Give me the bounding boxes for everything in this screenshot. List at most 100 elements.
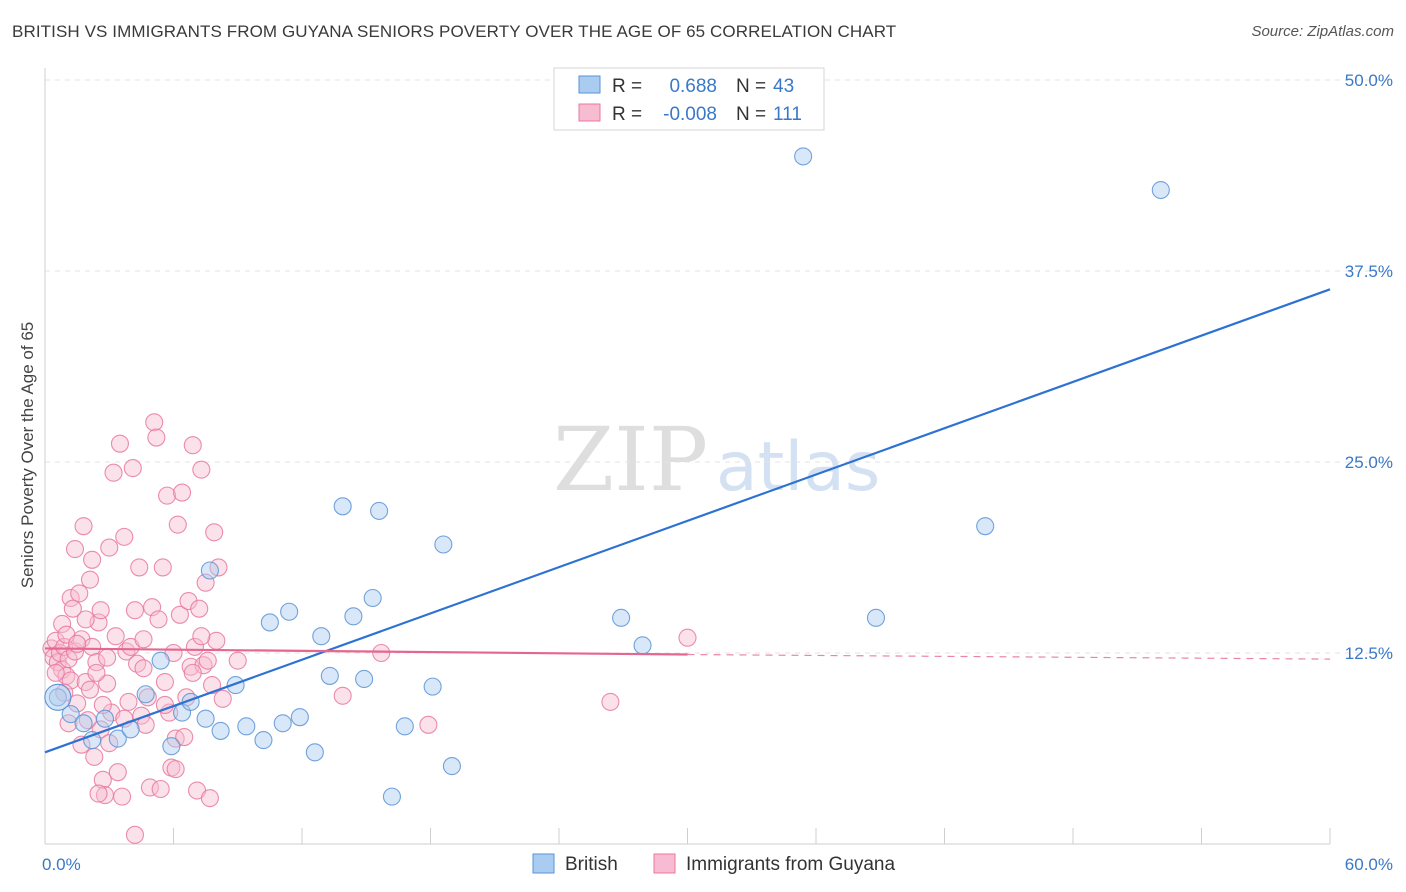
watermark: ZIP atlas <box>553 408 880 511</box>
data-point <box>123 459 142 478</box>
data-point <box>74 517 93 536</box>
data-point <box>151 779 170 799</box>
data-point <box>85 747 104 766</box>
data-point <box>200 789 219 808</box>
data-point <box>128 654 147 673</box>
data-point <box>372 643 391 663</box>
data-point <box>83 637 102 656</box>
legend-n-value-british: 43 <box>773 76 794 97</box>
data-point <box>434 535 453 554</box>
series-british-points <box>44 147 1170 806</box>
data-point <box>395 717 414 736</box>
data-point <box>70 584 89 603</box>
data-point <box>130 558 149 577</box>
data-point <box>183 436 202 455</box>
data-point <box>155 672 174 692</box>
data-point <box>151 651 170 670</box>
data-point <box>190 599 209 618</box>
data-point <box>228 651 247 670</box>
data-point <box>168 515 187 534</box>
data-point <box>333 497 352 516</box>
data-point <box>192 460 211 479</box>
gridlines <box>45 79 1393 654</box>
legend-n-label-guyana: N = <box>736 104 766 125</box>
data-point <box>108 763 127 782</box>
data-point <box>290 708 309 727</box>
legend-stats: R = 0.688 N = 43 R = -0.008 N = 111 <box>553 67 825 131</box>
data-point <box>200 561 219 580</box>
data-point <box>183 663 202 682</box>
data-point <box>423 677 442 696</box>
data-point <box>61 705 80 724</box>
data-point <box>612 608 631 627</box>
data-point <box>115 527 134 546</box>
bottom-legend-swatch-british <box>532 853 555 874</box>
data-point <box>237 717 256 736</box>
data-point <box>363 588 382 608</box>
data-point <box>260 613 279 632</box>
data-point <box>198 651 217 670</box>
trend-line-guyana-extension <box>687 653 1331 660</box>
data-point <box>93 770 112 789</box>
bottom-legend-label-guyana: Immigrants from Guyana <box>686 854 895 875</box>
data-point <box>312 627 331 646</box>
data-point <box>382 787 402 806</box>
data-point <box>113 787 132 806</box>
data-point <box>98 648 117 667</box>
data-point <box>153 558 172 577</box>
legend-r-value-british: 0.688 <box>669 76 717 97</box>
data-point <box>866 608 886 627</box>
data-point <box>80 570 100 589</box>
data-point <box>46 663 65 682</box>
data-point <box>63 599 82 618</box>
data-point <box>419 715 438 734</box>
data-point <box>149 610 168 629</box>
data-point <box>633 636 652 655</box>
data-point <box>53 614 72 634</box>
chart-source: Source: ZipAtlas.com <box>1251 23 1394 40</box>
data-point <box>305 743 324 762</box>
data-point <box>83 550 102 569</box>
data-point <box>106 627 125 646</box>
y-tick-label: 12.5% <box>1345 644 1393 663</box>
chart-title: BRITISH VS IMMIGRANTS FROM GUYANA SENIOR… <box>12 22 897 41</box>
data-point <box>162 737 181 756</box>
data-point <box>205 523 224 542</box>
data-point <box>138 688 157 707</box>
y-tick-labels: 12.5% 25.0% 37.5% 50.0% <box>1345 71 1393 663</box>
legend-n-label-british: N = <box>736 76 766 97</box>
data-point <box>125 825 144 844</box>
data-point <box>213 689 232 708</box>
data-point <box>601 692 620 711</box>
y-tick-label: 25.0% <box>1345 453 1393 472</box>
data-point <box>93 695 112 715</box>
data-point <box>273 714 292 733</box>
y-tick-label: 37.5% <box>1345 262 1393 281</box>
data-point <box>134 630 153 649</box>
data-point <box>87 663 106 682</box>
x-tick-label-min: 0.0% <box>42 855 81 874</box>
data-point <box>203 676 222 695</box>
data-point <box>125 601 144 620</box>
trend-lines <box>44 288 1331 754</box>
data-point <box>147 428 166 447</box>
data-point-large <box>44 683 72 711</box>
data-point <box>80 680 100 699</box>
data-point <box>179 591 198 611</box>
data-point <box>976 517 995 536</box>
data-point <box>74 714 93 733</box>
data-point <box>110 434 130 453</box>
legend-series: British Immigrants from Guyana <box>532 853 895 875</box>
data-point <box>280 602 299 621</box>
data-point <box>100 538 119 557</box>
data-point <box>192 627 211 646</box>
data-point <box>119 692 138 711</box>
bottom-legend-swatch-guyana <box>653 853 676 874</box>
watermark-zip: ZIP <box>553 408 708 511</box>
data-point <box>333 686 352 705</box>
data-point <box>254 731 273 750</box>
data-point <box>158 486 177 505</box>
data-point <box>65 540 85 559</box>
legend-r-label-british: R = <box>612 76 642 97</box>
